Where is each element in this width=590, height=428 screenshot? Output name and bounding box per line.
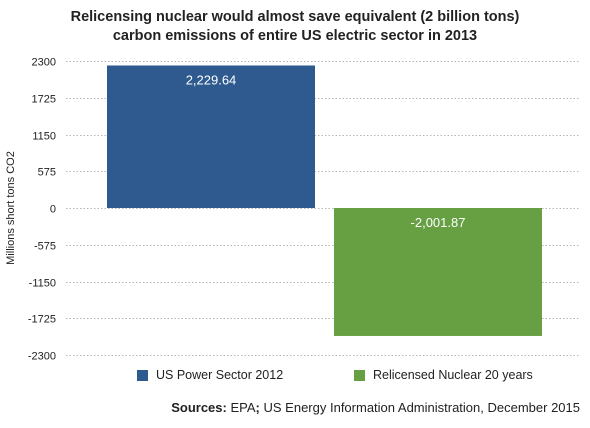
title-line-2: carbon emissions of entire US electric s… (112, 28, 478, 44)
source-separator: ; (255, 400, 260, 415)
bar-relicensed-nuclear (334, 208, 542, 336)
legend-label-us-power: US Power Sector 2012 (156, 368, 284, 382)
legend-label-relicensed-nuclear: Relicensed Nuclear 20 years (373, 368, 533, 382)
bar-value-label: 2,229.64 (186, 72, 237, 87)
chart-title: Relicensing nuclear would almost save eq… (0, 8, 590, 46)
legend-item-relicensed-nuclear: Relicensed Nuclear 20 years (354, 368, 533, 382)
y-tick-label: 1150 (32, 131, 56, 143)
y-axis-label: Millions short tons CO2 (5, 151, 17, 265)
bar-us-power-sector (107, 65, 315, 209)
y-tick-label: 1725 (32, 94, 56, 106)
y-tick-label: 575 (38, 167, 56, 179)
y-tick-label: -1150 (29, 278, 56, 290)
y-tick-label: 0 (50, 204, 56, 216)
legend-item-us-power: US Power Sector 2012 (137, 368, 283, 382)
source-label: Sources: (171, 400, 227, 415)
y-tick-label: -1725 (28, 314, 56, 326)
source-text-rest: US Energy Information Administration, De… (259, 400, 581, 415)
source-text-epa: EPA (230, 400, 256, 415)
legend-swatch-us-power (137, 369, 148, 381)
bar-value-label: -2,001.87 (411, 215, 466, 230)
legend-swatch-relicensed-nuclear (354, 369, 365, 381)
source-note: Sources: EPA; US Energy Information Admi… (171, 400, 580, 415)
title-line-1: Relicensing nuclear would almost save eq… (70, 9, 520, 25)
y-tick-label: -2300 (28, 351, 56, 363)
y-tick-label: 2300 (32, 57, 56, 69)
y-tick-label: -575 (34, 241, 56, 253)
legend: US Power Sector 2012 Relicensed Nuclear … (0, 368, 590, 388)
